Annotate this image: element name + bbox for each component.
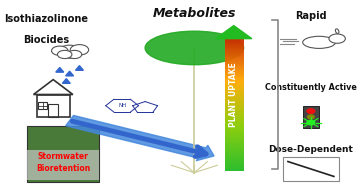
- Text: Constituently Active: Constituently Active: [265, 83, 357, 92]
- Circle shape: [67, 50, 82, 59]
- FancyBboxPatch shape: [303, 106, 319, 128]
- Circle shape: [58, 45, 81, 58]
- Polygon shape: [56, 67, 64, 72]
- FancyBboxPatch shape: [27, 126, 99, 182]
- Circle shape: [307, 109, 315, 113]
- Text: NH: NH: [118, 103, 126, 108]
- Text: Biocides: Biocides: [24, 35, 70, 45]
- FancyBboxPatch shape: [27, 150, 99, 180]
- Polygon shape: [62, 79, 70, 83]
- Polygon shape: [75, 66, 83, 70]
- Text: Dose-Dependent: Dose-Dependent: [269, 145, 353, 154]
- Ellipse shape: [303, 36, 336, 48]
- Ellipse shape: [145, 31, 244, 65]
- Circle shape: [329, 34, 345, 43]
- Circle shape: [70, 45, 89, 55]
- Polygon shape: [66, 71, 74, 76]
- Circle shape: [52, 46, 68, 55]
- Text: Isothiazolinone: Isothiazolinone: [5, 14, 88, 24]
- Text: Rapid: Rapid: [295, 11, 327, 21]
- Circle shape: [308, 115, 314, 119]
- Text: PLANT UPTAKE: PLANT UPTAKE: [229, 62, 238, 127]
- Text: Metabolites: Metabolites: [153, 7, 236, 20]
- Text: Stormwater
Bioretention: Stormwater Bioretention: [36, 152, 90, 173]
- FancyBboxPatch shape: [283, 157, 339, 181]
- Ellipse shape: [335, 29, 339, 33]
- FancyArrow shape: [66, 115, 214, 161]
- Circle shape: [58, 50, 72, 59]
- Circle shape: [307, 120, 315, 125]
- Polygon shape: [216, 26, 252, 39]
